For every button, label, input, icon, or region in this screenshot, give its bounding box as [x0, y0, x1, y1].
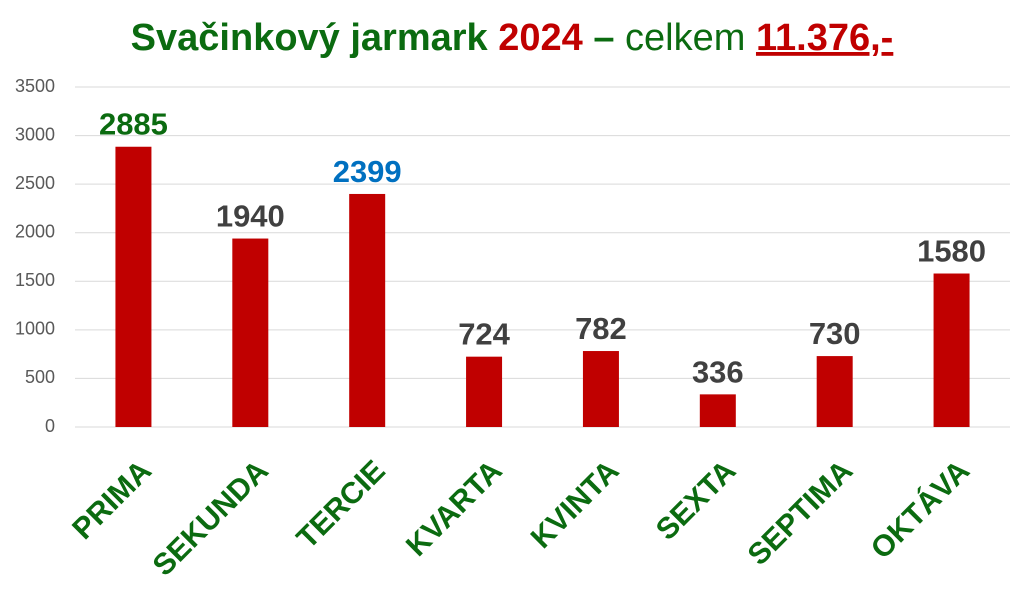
value-label: 782 [575, 311, 627, 346]
x-tick-label: PRIMA [66, 454, 158, 546]
bar [699, 394, 736, 427]
bar [349, 193, 386, 427]
x-tick-label: SEPTIMA [742, 454, 860, 572]
title-part: 11.376,- [756, 17, 893, 59]
bar [582, 351, 619, 427]
y-tick-label: 0 [45, 416, 55, 436]
y-tick-label: 1500 [15, 270, 55, 290]
x-tick-label: TERCIE [291, 454, 392, 555]
title-part: – [583, 17, 625, 59]
value-label: 336 [692, 354, 744, 389]
y-tick-label: 2000 [15, 221, 55, 241]
title-part: 2024 [498, 17, 583, 59]
bar [816, 356, 853, 427]
x-tick-label: KVINTA [525, 454, 626, 555]
value-label: 1940 [216, 199, 285, 234]
bar [232, 238, 269, 427]
value-label: 1580 [917, 234, 986, 269]
y-tick-label: 3500 [15, 76, 55, 96]
y-tick-label: 3000 [15, 124, 55, 144]
value-label: 2885 [99, 107, 168, 142]
y-tick-label: 500 [25, 367, 55, 387]
value-label: 2399 [333, 154, 402, 189]
bar [466, 356, 503, 427]
chart-title: Svačinkový jarmark 2024 – celkem 11.376,… [131, 17, 894, 59]
title-part: celkem [625, 17, 756, 59]
bar [933, 273, 970, 427]
x-tick-label: SEXTA [650, 454, 742, 546]
x-tick-label: KVARTA [400, 454, 509, 563]
y-tick-label: 1000 [15, 319, 55, 339]
bar [115, 146, 152, 427]
value-label: 730 [809, 316, 861, 351]
value-label: 724 [458, 317, 510, 352]
x-tick-label: SEKUNDA [147, 454, 275, 582]
title-part: Svačinkový jarmark [131, 17, 499, 59]
x-tick-label: OKTÁVA [864, 454, 976, 566]
y-tick-label: 2500 [15, 173, 55, 193]
